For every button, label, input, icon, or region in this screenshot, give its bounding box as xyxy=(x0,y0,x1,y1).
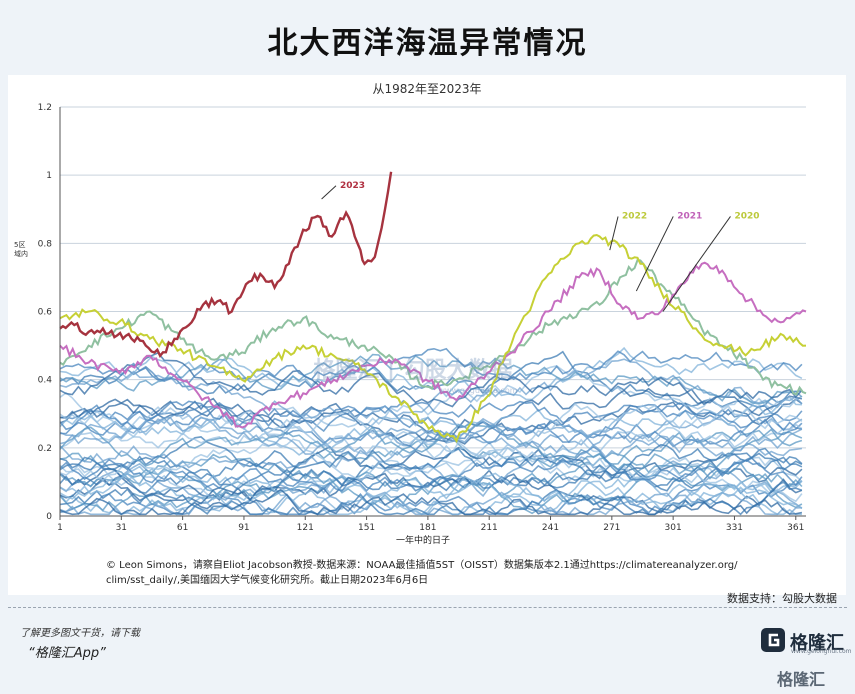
background-year-line xyxy=(59,445,803,502)
chart-axes: 0 0.2 0.4 0.6 0.8 1 1.2 1 31 61 91 121 151 181 211 241 2… xyxy=(14,103,806,533)
x-tick-label: 211 xyxy=(481,523,498,533)
annotation-leader xyxy=(662,216,731,312)
y-axis-label-line: 域内 xyxy=(14,249,28,258)
page-title: 北大西洋海温异常情况 xyxy=(267,26,588,61)
y-tick-label: 0.6 xyxy=(38,308,53,318)
background-year-line xyxy=(59,399,803,433)
background-year-line xyxy=(60,406,803,451)
background-year-line xyxy=(59,445,803,492)
brand-logo: 格隆汇 www.gelonghui.com xyxy=(760,626,852,656)
background-year-line xyxy=(59,402,803,458)
y-axis-label: 5区域内 xyxy=(14,241,28,258)
logo-text: 格隆汇 xyxy=(790,633,844,654)
annotation-leader xyxy=(635,216,674,292)
grid-lines xyxy=(60,106,806,517)
y-axis-label-line: 5区 xyxy=(14,241,25,249)
x-tick-label: 331 xyxy=(726,523,743,533)
watermark-text: 格隆汇 | 勾股大数据 xyxy=(313,357,512,383)
x-tick-label: 91 xyxy=(238,523,249,533)
y-tick-label: 0.8 xyxy=(38,239,53,249)
caption-line-1: © Leon Simons，请察自Eliot Jacobson教授-数据来源：N… xyxy=(106,558,738,571)
y-tick-label: 0.2 xyxy=(38,444,52,454)
data-source-note: 数据支持：勾股大数据 xyxy=(727,592,837,605)
x-tick-label: 1 xyxy=(57,523,63,533)
footer-divider xyxy=(8,607,847,608)
background-year-line xyxy=(59,491,802,516)
corner-watermark: 格隆汇 xyxy=(777,670,826,689)
background-year-line xyxy=(59,436,803,483)
promo-line-1: 了解更多图文干货，请下载 xyxy=(20,628,140,639)
promo-line-2: “格隆汇App” xyxy=(28,646,106,661)
annotation-2021: 2021 xyxy=(677,211,702,221)
y-tick-label: 0.4 xyxy=(38,376,53,386)
caption-line-2: clim/sst_daily/,美国缅因大学气候变化研究所。截止日期2023年6… xyxy=(106,573,428,586)
background-year-line xyxy=(59,365,803,431)
x-tick-label: 121 xyxy=(297,523,314,533)
background-year-line xyxy=(59,416,803,459)
x-tick-label: 181 xyxy=(419,523,436,533)
sst-anomaly-chart: 从1982年至2023年 2023 2022 2021 2020 0 0.2 0.4 0.6… xyxy=(8,75,846,595)
background-year-line xyxy=(59,398,803,445)
y-tick-label: 0 xyxy=(46,512,52,522)
chart-subtitle: 从1982年至2023年 xyxy=(372,82,481,96)
annotation-leader xyxy=(321,185,337,200)
x-tick-label: 151 xyxy=(358,523,375,533)
background-year-line xyxy=(59,480,803,516)
background-year-line xyxy=(59,351,803,408)
logo-url: www.gelonghui.com xyxy=(791,648,852,655)
watermark-url: www.gogudata.com xyxy=(438,386,517,395)
x-tick-label: 61 xyxy=(177,523,188,533)
x-tick-label: 361 xyxy=(787,523,804,533)
background-year-line xyxy=(59,346,803,401)
x-tick-label: 31 xyxy=(116,523,127,533)
chart-container: 从1982年至2023年 2023 2022 2021 2020 0 0.2 0.4 0.6… xyxy=(8,75,846,595)
x-tick-label: 241 xyxy=(542,523,559,533)
y-tick-label: 1 xyxy=(46,171,52,181)
x-tick-label: 271 xyxy=(603,523,620,533)
background-year-line xyxy=(59,417,803,470)
highlight-series xyxy=(59,171,807,444)
annotation-2020: 2020 xyxy=(734,211,759,221)
series-line-2023 xyxy=(59,171,393,359)
background-year-line xyxy=(59,422,803,474)
background-year-line xyxy=(59,438,803,503)
chart-annotations: 2023 2022 2021 2020 xyxy=(321,181,760,312)
y-tick-label: 1.2 xyxy=(38,103,52,113)
series-line-2022 xyxy=(59,233,807,444)
chart-background xyxy=(8,75,846,595)
series-line-2021 xyxy=(59,261,807,429)
x-tick-label: 301 xyxy=(665,523,682,533)
annotation-leader xyxy=(609,216,619,251)
background-year-line xyxy=(59,488,803,516)
background-year-line xyxy=(59,353,803,405)
annotation-2022: 2022 xyxy=(622,211,647,221)
annotation-2023: 2023 xyxy=(340,181,365,191)
x-axis-label: 一年中的日子 xyxy=(396,534,450,546)
logo-mark-icon xyxy=(761,628,785,652)
background-year-line xyxy=(59,387,803,443)
background-year-line xyxy=(59,358,803,422)
background-year-line xyxy=(59,465,803,509)
